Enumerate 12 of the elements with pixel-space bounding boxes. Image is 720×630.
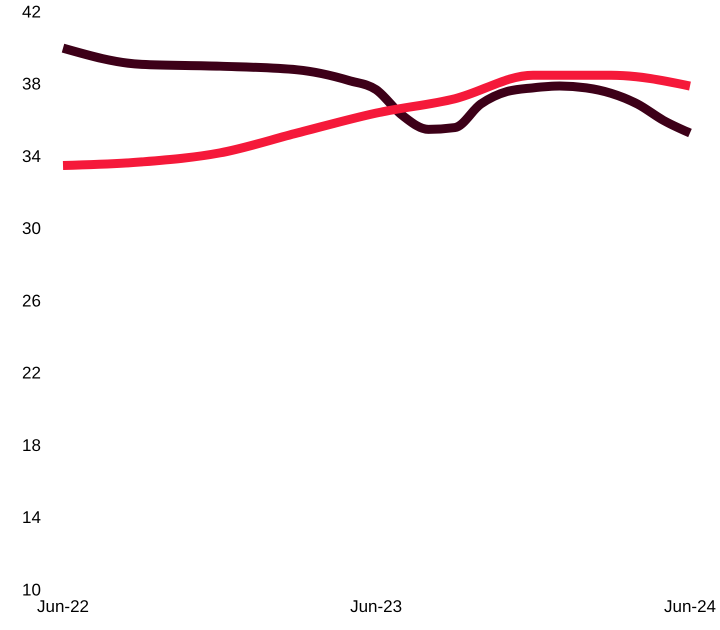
y-tick-label: 38 <box>22 74 41 94</box>
x-tick-label: Jun-22 <box>37 597 89 616</box>
y-tick-label: 34 <box>22 146 41 166</box>
y-tick-label: 30 <box>22 219 41 238</box>
x-tick-label: Jun-23 <box>350 597 402 616</box>
y-tick-label: 26 <box>22 291 41 310</box>
y-tick-label: 10 <box>22 580 41 600</box>
y-tick-label: 14 <box>22 508 41 528</box>
y-tick-label: 18 <box>22 436 41 455</box>
y-tick-label: 42 <box>22 2 41 22</box>
x-tick-label: Jun-24 <box>664 597 716 616</box>
y-tick-label: 22 <box>22 364 41 383</box>
